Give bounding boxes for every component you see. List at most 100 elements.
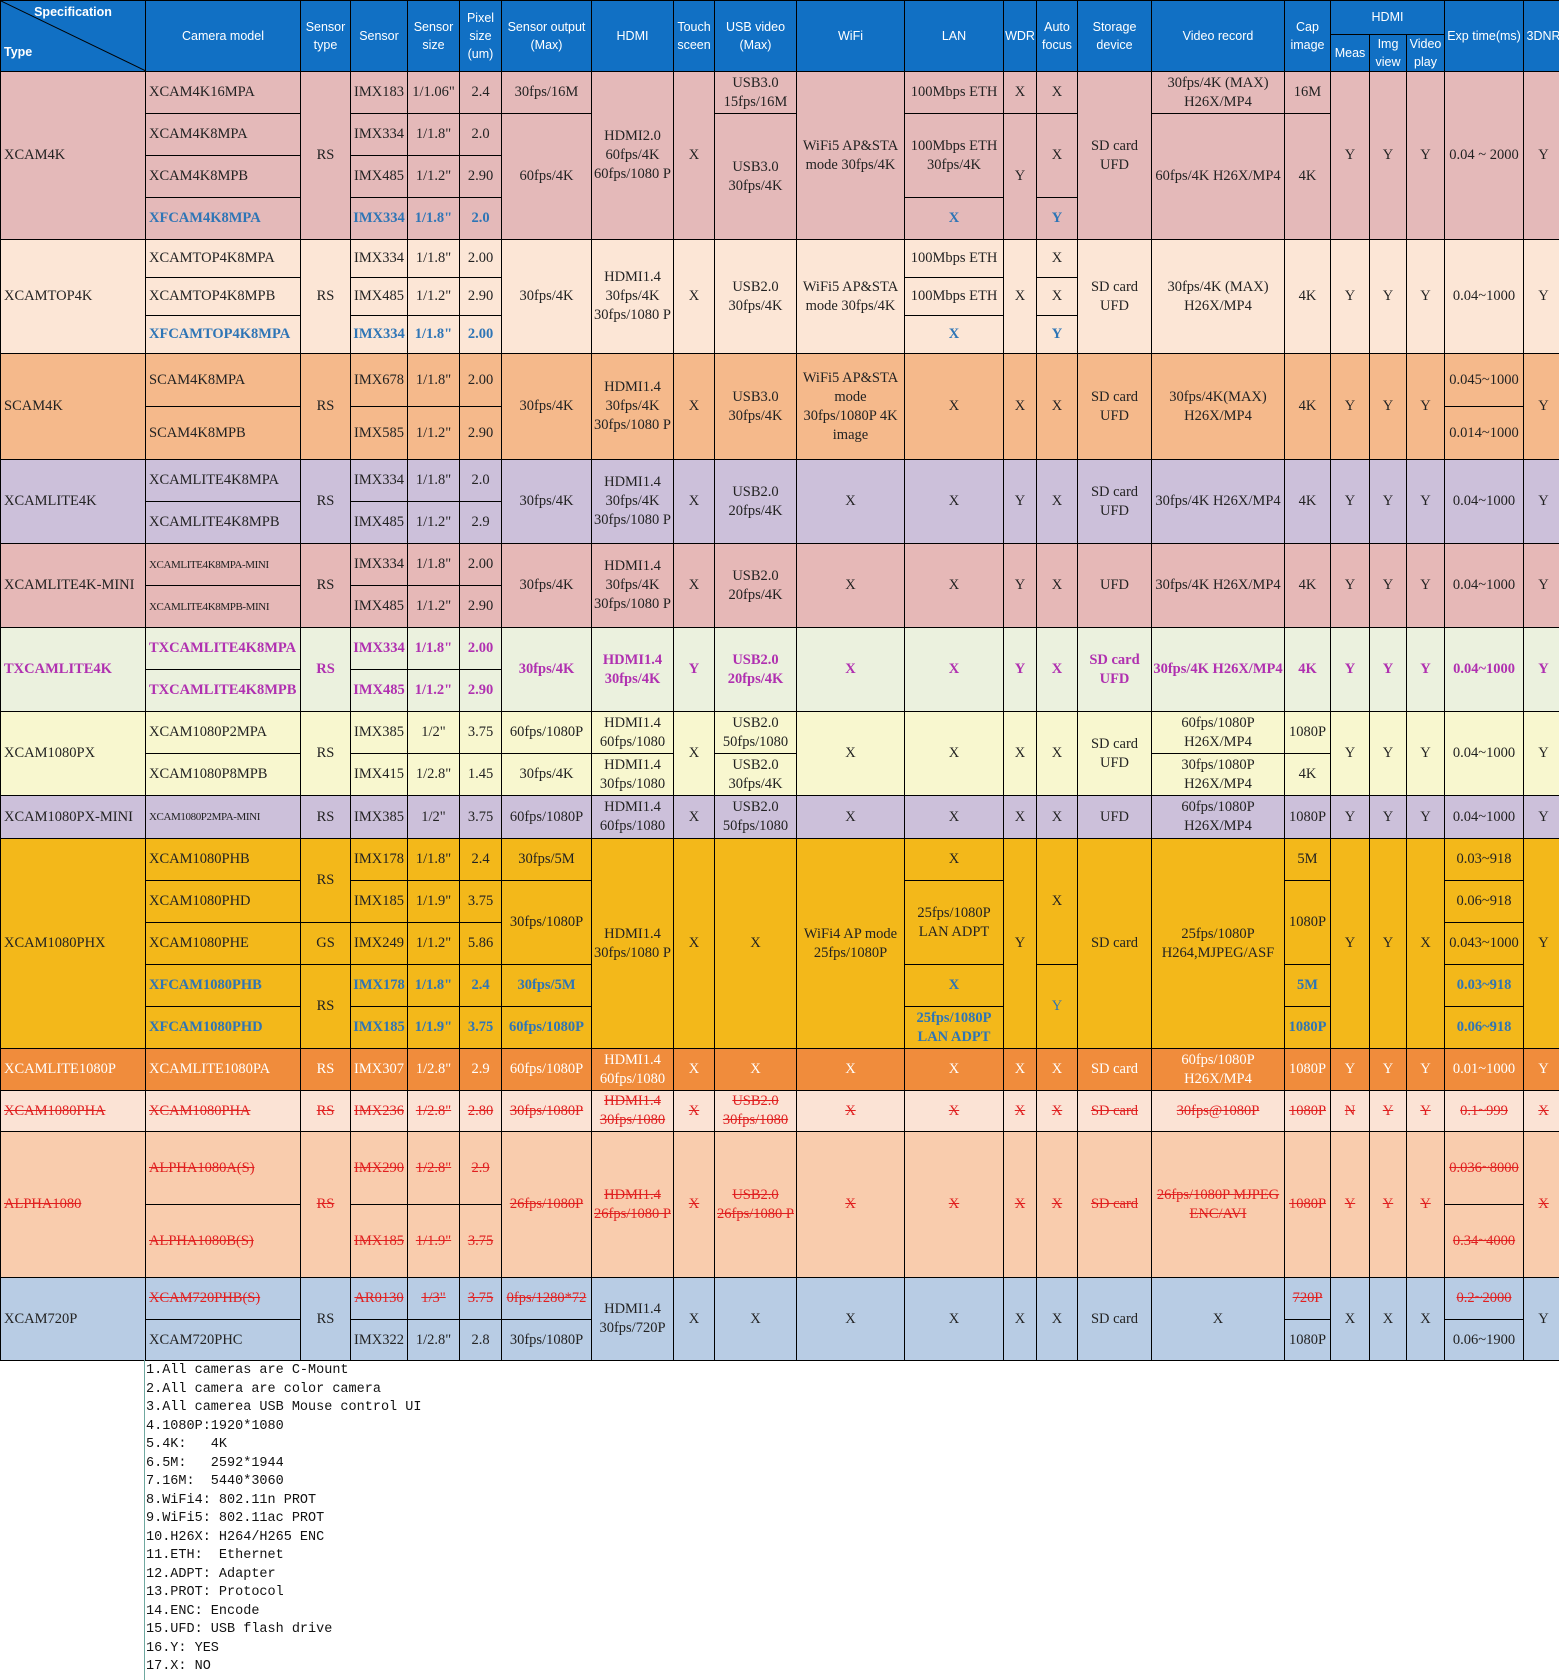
sensor-cell: IMX236 <box>350 1090 408 1133</box>
header-usb-video: USB video (Max) <box>714 0 797 73</box>
header-meas: Meas <box>1330 33 1370 73</box>
cap-cell: 720P <box>1284 1277 1331 1321</box>
exp-time-cell: 0.34~4000 <box>1444 1204 1525 1279</box>
touch-cell: X <box>673 795 715 840</box>
type-cell: XCAM1080PX-MINI <box>0 795 146 840</box>
table-row: XFCAM1080PHB RS IMX178 1/1.8" 2.4 30fps/… <box>1 964 1559 1050</box>
meas-cell: Y <box>1330 1131 1370 1279</box>
sensor-output-cell: 30fps/4K <box>501 753 592 797</box>
table-row: XCAMLITE4K8MPB-MINI IMX485 1/1.2" 2.90 <box>1 585 1559 629</box>
video-record-cell: 60fps/1080P H26X/MP4 <box>1151 711 1285 755</box>
af-cell: Y <box>1036 315 1078 355</box>
video-play-cell: X <box>1405 1277 1446 1362</box>
usb-cell: USB2.0 30fps/4K <box>714 753 797 797</box>
touch-cell: X <box>673 1131 715 1279</box>
af-cell: X <box>1036 795 1078 840</box>
cap-cell: 1080P <box>1284 1006 1331 1050</box>
sensor-size-cell: 1/1.2" <box>407 585 460 629</box>
table-row: XCAM1080PHE GS IMX249 1/1.2" 5.86 0.043~… <box>1 922 1559 966</box>
table-header: Specification Type Camera model Sensor t… <box>0 0 1559 73</box>
cap-cell: 4K <box>1284 753 1331 797</box>
storage-cell: SD card <box>1077 1131 1152 1279</box>
lan-cell: X <box>904 1277 1004 1362</box>
sensor-output-cell: 60fps/1080P <box>501 1048 592 1092</box>
sensor-cell: IMX485 <box>350 585 408 629</box>
dnr-cell: Y <box>1523 71 1559 241</box>
model-cell: XCAM4K16MPA <box>145 71 301 115</box>
header-lan: LAN <box>904 0 1004 73</box>
video-record-cell: 30fps/1080P H26X/MP4 <box>1151 753 1285 797</box>
sensor-size-cell: 1/2" <box>407 795 460 840</box>
wifi-cell: X <box>796 1277 905 1362</box>
usb-cell: USB2.0 50fps/1080 <box>714 711 797 755</box>
note-item: 16.Y: YES <box>146 1640 219 1656</box>
video-record-cell: 60fps/1080P H26X/MP4 <box>1151 795 1285 840</box>
cap-cell: 4K <box>1284 113 1331 241</box>
video-record-cell: 60fps/1080P H26X/MP4 <box>1151 1048 1285 1092</box>
header-hdmi-group: HDMI <box>1329 0 1446 35</box>
af-cell: X <box>1036 1090 1078 1133</box>
wdr-cell: Y <box>1003 838 1037 1050</box>
table-row: XCAMLITE1080P XCAMLITE1080PA RS IMX307 1… <box>0 1048 1559 1092</box>
usb-cell: X <box>714 1277 797 1362</box>
header-exp-time: Exp time(ms) <box>1444 0 1525 73</box>
exp-time-cell: 0.1~999 <box>1444 1090 1525 1133</box>
header-video-play: Video play <box>1405 33 1446 73</box>
model-cell: XCAM1080PHA <box>145 1090 301 1133</box>
sensor-output-cell: 60fps/1080P <box>501 795 592 840</box>
table-row: XCAM1080PX XCAM1080P2MPA RS IMX385 1/2" … <box>0 711 1559 797</box>
cap-cell: 5M <box>1284 838 1331 882</box>
lan-cell: X <box>904 838 1004 882</box>
sensor-type-cell: RS <box>300 1048 351 1092</box>
model-cell: XCAM1080PHD <box>145 880 301 924</box>
table-row: XCAMTOP4K XCAMTOP4K8MPA RS IMX334 1/1.8"… <box>0 239 1559 355</box>
af-cell: X <box>1036 71 1078 115</box>
sensor-size-cell: 1/1.8" <box>407 197 460 241</box>
touch-cell: X <box>673 239 715 355</box>
note-item: 9.WiFi5: 802.11ac PROT <box>146 1511 325 1526</box>
sensor-size-cell: 1/1.8" <box>407 113 460 157</box>
lan-cell: X <box>904 353 1004 461</box>
sensor-size-cell: 1/1.2" <box>407 922 460 966</box>
cap-cell: 4K <box>1284 353 1331 461</box>
sensor-output-cell: 60fps/1080P <box>501 1006 592 1050</box>
video-play-cell: Y <box>1405 711 1446 797</box>
table-row: ALPHA1080B(S) IMX185 1/1.9" 3.75 0.34~40… <box>1 1204 1559 1279</box>
storage-cell: SD card UFD <box>1077 627 1152 713</box>
header-type: Type <box>4 45 33 60</box>
img-view-cell: Y <box>1369 1090 1407 1133</box>
sensor-size-cell: 1/1.8" <box>407 239 460 279</box>
pixel-size-cell: 2.4 <box>459 838 502 882</box>
exp-time-cell: 0.06~918 <box>1444 1006 1525 1050</box>
sensor-size-cell: 1/2.8" <box>407 753 460 797</box>
storage-cell: SD card UFD <box>1077 353 1152 461</box>
pixel-size-cell: 2.80 <box>459 1090 502 1133</box>
meas-cell: N <box>1330 1090 1370 1133</box>
hdmi-cell: HDMI2.0 60fps/4K 60fps/1080 P <box>591 71 674 241</box>
wifi-cell: X <box>796 1090 905 1133</box>
storage-cell: SD card <box>1077 1090 1152 1133</box>
sensor-type-cell: RS <box>300 239 351 355</box>
wdr-cell: X <box>1003 71 1037 115</box>
video-record-cell: 30fps/4K H26X/MP4 <box>1151 543 1285 629</box>
exp-time-cell: 0.06~1900 <box>1444 1319 1525 1362</box>
sensor-output-cell: 30fps/5M <box>501 964 592 1008</box>
af-cell: X <box>1036 353 1078 461</box>
dnr-cell: Y <box>1523 543 1559 629</box>
lan-cell: X <box>904 459 1004 545</box>
pixel-size-cell: 3.75 <box>459 1006 502 1050</box>
sensor-type-cell: RS <box>300 1277 351 1362</box>
header-hdmi: HDMI <box>591 0 674 73</box>
sensor-size-cell: 1/1.8" <box>407 838 460 882</box>
pixel-size-cell: 2.0 <box>459 197 502 241</box>
note-item: 15.UFD: USB flash drive <box>146 1622 333 1637</box>
sensor-size-cell: 1/1.2" <box>407 155 460 199</box>
img-view-cell: X <box>1369 1277 1407 1362</box>
type-cell: TXCAMLITE4K <box>0 627 146 713</box>
sensor-size-cell: 1/2.8" <box>407 1090 460 1133</box>
sensor-cell: IMX185 <box>350 1204 408 1279</box>
sensor-cell: IMX334 <box>350 113 408 157</box>
exp-time-cell: 0.04~1000 <box>1444 459 1525 545</box>
dnr-cell: Y <box>1523 627 1559 713</box>
sensor-cell: IMX485 <box>350 155 408 199</box>
